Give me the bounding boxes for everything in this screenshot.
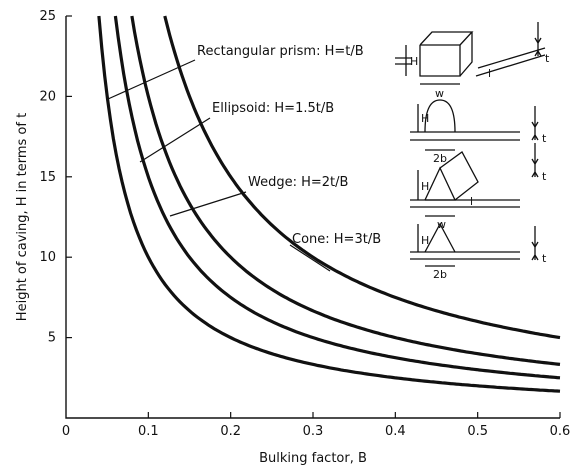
t-arrow-bottom [534,49,542,57]
chart-curves [97,15,561,393]
ellipsoid-dome [424,99,456,133]
series-label-leader-0 [107,59,196,100]
series-label-3: Cone: H=3t/B [292,232,381,247]
curve-labels: Rectangular prism: H=t/B Ellipsoid: H=1.5… [197,44,381,247]
t-arrow-bottom [531,170,539,178]
prism-label-H: H [410,55,418,68]
series-label-leader-3 [289,244,331,272]
y-axis-title: Height of caving, H in terms of t [15,113,30,321]
x-tick-label: 0 [62,424,70,439]
wedge-front-face [424,166,457,201]
wedge-label-l: l [470,195,473,208]
axis-lines [65,16,560,419]
t-arrow-top [531,121,539,129]
series-line-3 [163,15,561,340]
t-arrow-top [534,37,542,45]
ellipsoid-label-H: H [421,112,429,125]
x-tick-label: 0.5 [467,424,488,439]
series-label-1: Ellipsoid: H=1.5t/B [212,101,334,116]
prism-label-l: l [488,67,491,80]
ellipsoid-figure: H 2b t [410,99,547,165]
series-label-2: Wedge: H=2t/B [248,175,348,190]
curve-leader-lines [107,59,331,272]
t-arrow-bottom [531,133,539,141]
cone-label-t: t [542,252,547,265]
series-label-leader-2 [169,191,247,217]
t-arrow-top [531,158,539,166]
y-tick-label: 20 [39,89,56,104]
chart-axes: 0 0.1 0.2 0.3 0.4 0.5 0.6 5 10 15 20 25 Bulking fact… [15,9,570,466]
series-label-0: Rectangular prism: H=t/B [197,44,364,59]
wedge-label-H: H [421,180,429,193]
y-tick-label: 15 [39,170,56,185]
wedge-figure: Hw l t [410,143,547,231]
prism-side-face [459,32,473,77]
x-tick-label: 0.2 [220,424,241,439]
y-tick-label: 10 [39,250,56,265]
cone-shape [424,222,456,253]
series-line-0 [97,15,561,393]
rectangular-prism-figure: Hw l t [395,22,550,100]
prism-length-line [477,47,546,69]
y-tick-label: 25 [39,9,56,24]
t-arrow-bottom [531,253,539,261]
series-line-2 [130,15,561,366]
wedge-label-w: w [437,218,446,231]
x-tick-label: 0.4 [385,424,406,439]
y-tick-label: 5 [48,331,56,346]
prism-front-face [419,44,461,77]
x-tick-label: 0.3 [303,424,324,439]
cone-figure: H 2b t [410,222,547,281]
wedge-label-t: t [542,170,547,183]
cone-label-H: H [421,234,429,247]
shape-figures: Hw l t H 2b t Hw l t H 2b t [395,22,550,281]
cone-label-2b: 2b [433,268,447,281]
prism-label-w: w [435,87,444,100]
prism-label-t: t [545,52,550,65]
series-line-1 [113,15,561,380]
series-label-leader-1 [139,117,211,163]
prism-length-line [475,54,546,77]
x-tick-label: 0.6 [550,424,571,439]
x-tick-label: 0.1 [138,424,159,439]
x-axis-title: Bulking factor, B [259,451,367,466]
ellipsoid-label-2b: 2b [433,152,447,165]
t-arrow-top [531,241,539,249]
wedge-top-face [439,151,479,201]
prism-top-face [419,31,474,46]
ellipsoid-label-t: t [542,132,547,145]
